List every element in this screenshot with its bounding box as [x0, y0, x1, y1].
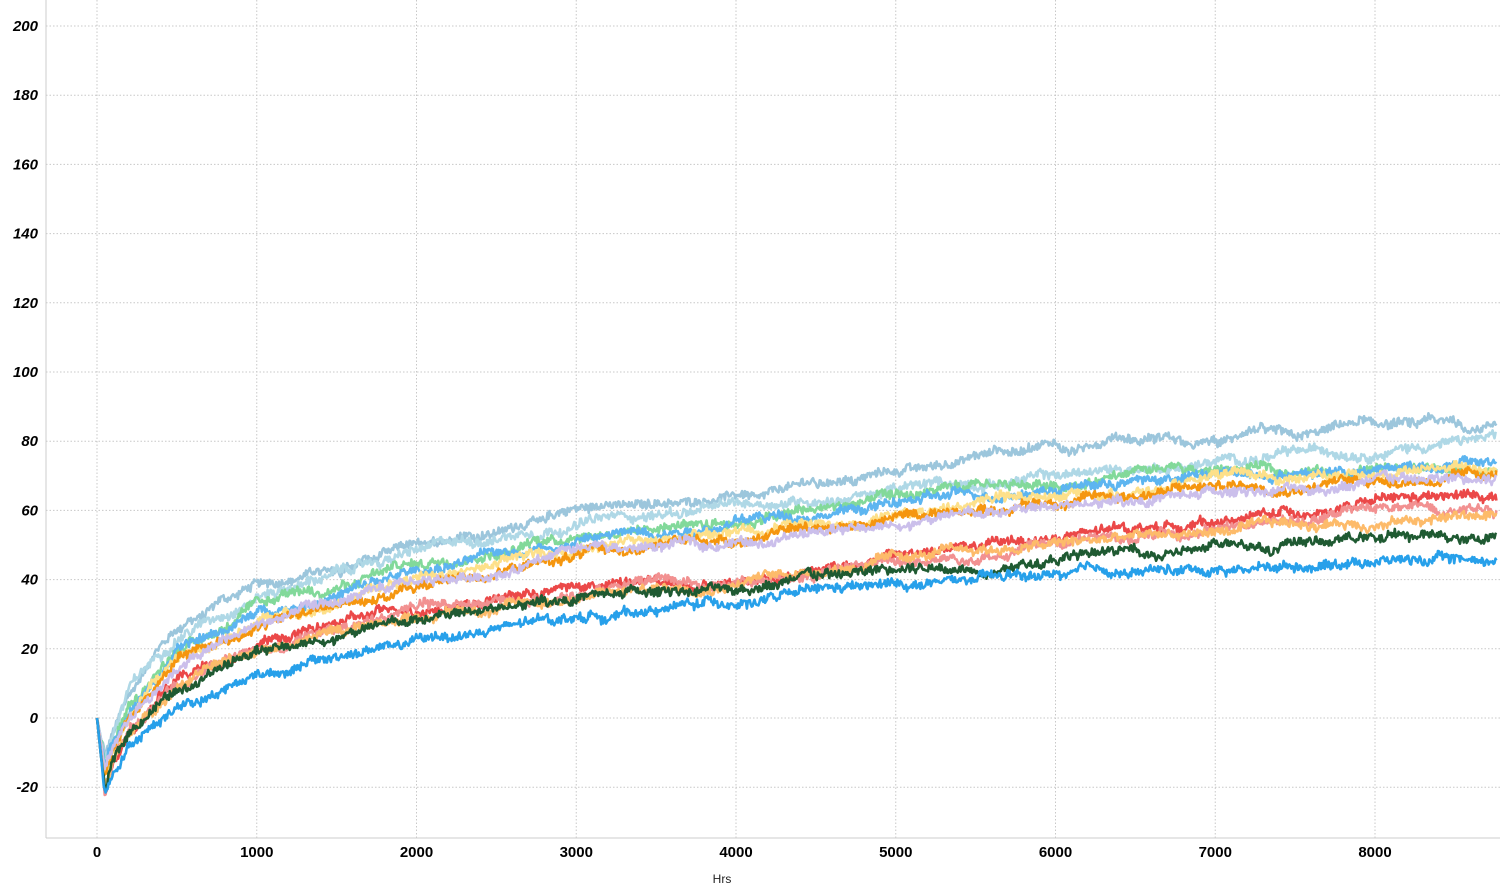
y-tick-label: -20 — [16, 779, 38, 796]
y-tick-label: 180 — [13, 87, 39, 104]
series-10-line — [95, 509, 1498, 788]
series-2-line — [95, 429, 1498, 759]
grid — [46, 0, 1500, 838]
x-axis-label: Hrs — [713, 872, 732, 886]
series-11-line — [95, 527, 1498, 794]
series-1-line — [95, 412, 1498, 756]
y-tick-label: 200 — [12, 18, 39, 35]
x-tick-label: 4000 — [719, 844, 752, 861]
y-tick-label: 100 — [13, 364, 39, 381]
y-tick-label: 40 — [20, 572, 38, 589]
y-tick-label: 160 — [13, 156, 39, 173]
x-tick-label: 7000 — [1199, 844, 1232, 861]
x-tick-label: 3000 — [560, 844, 593, 861]
series-3-line — [95, 459, 1498, 767]
x-tick-label: 0 — [93, 844, 101, 861]
series-7-line — [95, 469, 1498, 771]
series-12-line — [95, 549, 1498, 794]
x-tick-label: 1000 — [240, 844, 273, 861]
x-tick-label: 5000 — [879, 844, 912, 861]
series-lines — [95, 412, 1498, 797]
y-tick-label: 140 — [13, 226, 39, 243]
x-tick-label: 8000 — [1358, 844, 1391, 861]
series-6-line — [95, 466, 1498, 776]
axes — [45, 0, 1500, 839]
y-tick-label: 20 — [20, 641, 38, 658]
y-tick-label: 80 — [21, 433, 38, 450]
x-tick-label: 6000 — [1039, 844, 1072, 861]
y-tick-label: 120 — [13, 295, 39, 312]
y-tick-label: 0 — [30, 710, 39, 727]
y-tick-label: 60 — [21, 502, 38, 519]
x-tick-label: 2000 — [400, 844, 433, 861]
